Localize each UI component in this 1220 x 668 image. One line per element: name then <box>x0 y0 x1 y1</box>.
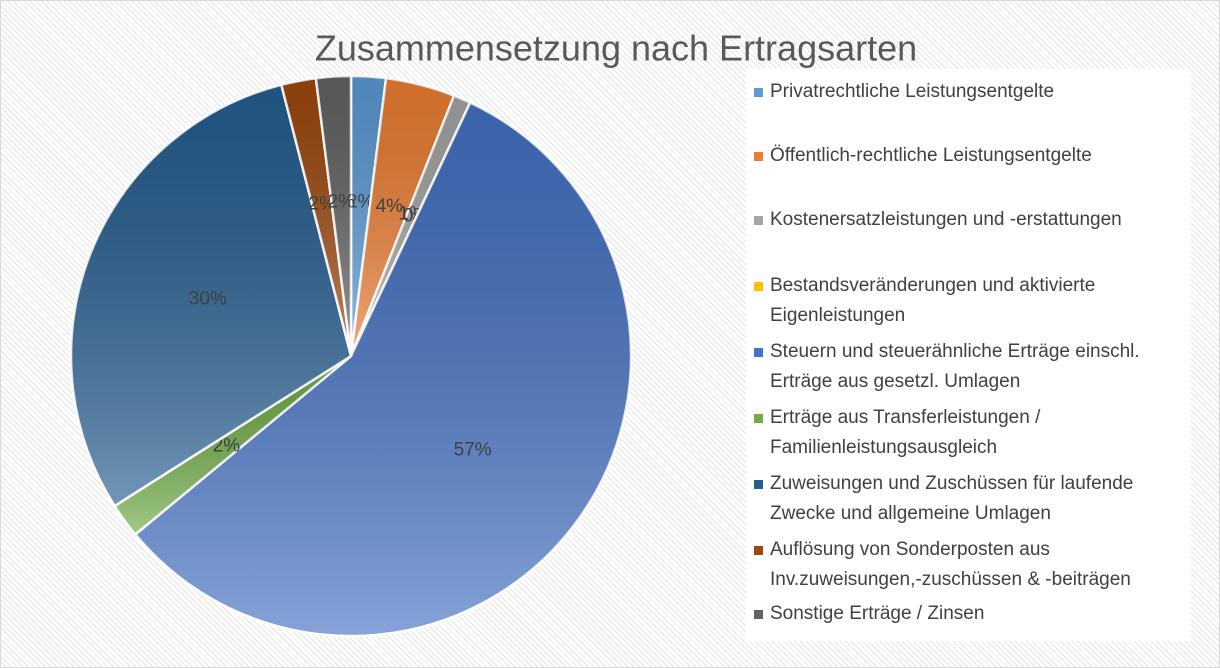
slice-shade <box>70 84 351 507</box>
legend-item: Öffentlich-rechtliche Leistungsentgelte <box>754 141 1200 171</box>
legend-swatch <box>754 414 763 423</box>
legend-swatch <box>754 546 763 555</box>
legend-item: Erträge aus Transferleistungen / Familie… <box>754 403 1200 463</box>
legend-label: Bestandsveränderungen und aktivierte Eig… <box>770 275 1096 326</box>
legend-swatch <box>754 348 763 357</box>
slice-group <box>133 100 633 638</box>
data-label: 30% <box>189 288 227 309</box>
legend-label: Zuweisungen und Zuschüssen für laufende … <box>770 473 1134 524</box>
data-label: 2% <box>308 194 336 215</box>
data-label: 2% <box>347 191 375 212</box>
legend-swatch <box>754 610 763 619</box>
data-label: 57% <box>454 439 492 460</box>
legend-item: Privatrechtliche Leistungsentgelte <box>754 77 1200 107</box>
legend-swatch <box>754 152 763 161</box>
legend-label: Privatrechtliche Leistungsentgelte <box>770 81 1055 102</box>
slice-group <box>314 74 353 357</box>
legend-item: Sonstige Erträge / Zinsen <box>754 599 1200 629</box>
legend-label: Steuern und steuerähnliche Erträge einsc… <box>770 341 1140 392</box>
legend-item: Steuern und steuerähnliche Erträge einsc… <box>754 337 1200 397</box>
legend-swatch <box>754 88 763 97</box>
legend-label: Auflösung von Sonderposten aus Inv.zuwei… <box>770 539 1131 590</box>
slice-shade <box>114 356 351 535</box>
slice-shade <box>135 102 631 636</box>
legend-label: Erträge aus Transferleistungen / Familie… <box>770 407 1041 458</box>
slice-group <box>69 83 353 508</box>
legend: Privatrechtliche Leistungsentgelte Öffent… <box>746 69 1191 641</box>
legend-label: Öffentlich-rechtliche Leistungsentgelte <box>770 145 1092 166</box>
legend-item: Bestandsveränderungen und aktivierte Eig… <box>754 271 1200 331</box>
legend-swatch <box>754 282 763 291</box>
legend-swatch <box>754 216 763 225</box>
data-label: 4% <box>376 196 404 217</box>
data-label: 2% <box>328 191 356 212</box>
legend-item: Zuweisungen und Zuschüssen für laufende … <box>754 469 1200 529</box>
slice-shade <box>351 78 455 356</box>
legend-item: Auflösung von Sonderposten aus Inv.zuwei… <box>754 535 1200 595</box>
legend-item: Kostenersatzleistungen und -erstattungen <box>754 205 1200 235</box>
legend-label: Sonstige Erträge / Zinsen <box>770 603 985 624</box>
chart-title: Zusammensetzung nach Ertragsarten <box>315 28 917 69</box>
legend-label: Kostenersatzleistungen und -erstattungen <box>770 209 1122 230</box>
slice-shade <box>315 76 351 356</box>
legend-swatch <box>754 480 763 489</box>
slice-shade <box>281 78 351 356</box>
